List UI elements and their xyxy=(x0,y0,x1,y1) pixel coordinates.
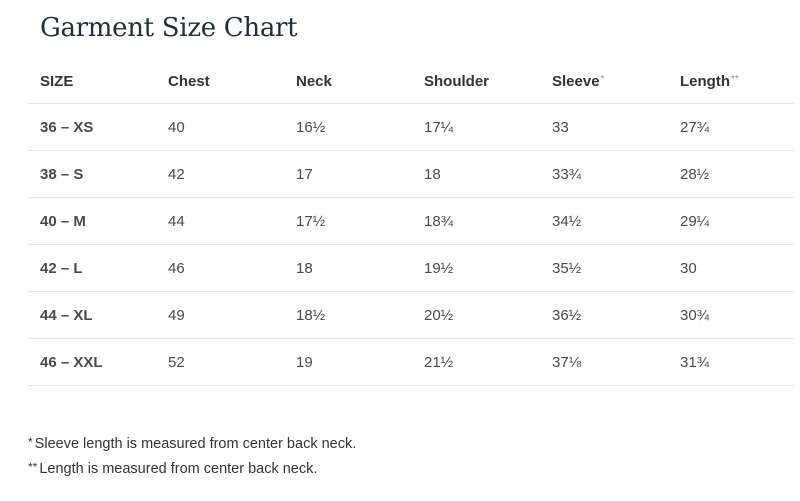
chest-cell: 40 xyxy=(156,103,284,151)
footnote-text: Sleeve length is measured from center ba… xyxy=(34,436,357,452)
footnote-length: ** Length is measured from center back ne… xyxy=(28,456,356,481)
length-cell: 31¾ xyxy=(668,338,794,386)
shoulder-cell: 18 xyxy=(412,150,540,198)
size-cell: 36 – XS xyxy=(28,103,156,151)
size-cell: 40 – M xyxy=(28,197,156,245)
chest-cell: 42 xyxy=(156,150,284,198)
table-header-row: SIZE Chest Neck Shoulder Sleeve* Length*… xyxy=(28,60,794,104)
size-cell: 38 – S xyxy=(28,150,156,198)
column-header-sleeve: Sleeve* xyxy=(540,60,668,104)
neck-cell: 18 xyxy=(284,244,412,292)
column-header-neck: Neck xyxy=(284,60,412,104)
column-header-length: Length** xyxy=(668,60,794,104)
size-cell: 46 – XXL xyxy=(28,338,156,386)
sleeve-cell: 37⅛ xyxy=(540,338,668,386)
size-chart-table: SIZE Chest Neck Shoulder Sleeve* Length*… xyxy=(28,60,794,386)
column-header-size: SIZE xyxy=(28,60,156,104)
footnote-sleeve: * Sleeve length is measured from center b… xyxy=(28,431,356,456)
sleeve-cell: 33¾ xyxy=(540,150,668,198)
length-cell: 28½ xyxy=(668,150,794,198)
shoulder-cell: 18¾ xyxy=(412,197,540,245)
shoulder-cell: 19½ xyxy=(412,244,540,292)
shoulder-cell: 20½ xyxy=(412,291,540,339)
neck-cell: 17 xyxy=(284,150,412,198)
table-row: 44 – XL 49 18½ 20½ 36½ 30¾ xyxy=(28,291,794,339)
table-row: 40 – M 44 17½ 18¾ 34½ 29¼ xyxy=(28,197,794,245)
chest-cell: 46 xyxy=(156,244,284,292)
neck-cell: 16½ xyxy=(284,103,412,151)
sleeve-cell: 34½ xyxy=(540,197,668,245)
shoulder-cell: 21½ xyxy=(412,338,540,386)
chest-cell: 49 xyxy=(156,291,284,339)
column-header-chest: Chest xyxy=(156,60,284,104)
length-cell: 29¼ xyxy=(668,197,794,245)
footnotes: * Sleeve length is measured from center b… xyxy=(28,431,356,481)
size-cell: 42 – L xyxy=(28,244,156,292)
footnote-text: Length is measured from center back neck… xyxy=(39,461,318,477)
sleeve-cell: 36½ xyxy=(540,291,668,339)
shoulder-cell: 17¼ xyxy=(412,103,540,151)
page-title: Garment Size Chart xyxy=(40,13,298,43)
length-cell: 30 xyxy=(668,244,794,292)
chest-cell: 52 xyxy=(156,338,284,386)
length-cell: 27¾ xyxy=(668,103,794,151)
length-footnote-marker: ** xyxy=(731,74,739,85)
table-row: 38 – S 42 17 18 33¾ 28½ xyxy=(28,150,794,198)
sleeve-cell: 35½ xyxy=(540,244,668,292)
footnote-marker: ** xyxy=(28,460,38,474)
table-row: 46 – XXL 52 19 21½ 37⅛ 31¾ xyxy=(28,338,794,386)
length-cell: 30¾ xyxy=(668,291,794,339)
neck-cell: 18½ xyxy=(284,291,412,339)
table-row: 42 – L 46 18 19½ 35½ 30 xyxy=(28,244,794,292)
column-header-shoulder: Shoulder xyxy=(412,60,540,104)
sleeve-cell: 33 xyxy=(540,103,668,151)
sleeve-footnote-marker: * xyxy=(600,74,605,85)
size-cell: 44 – XL xyxy=(28,291,156,339)
footnote-marker: * xyxy=(28,435,33,449)
chest-cell: 44 xyxy=(156,197,284,245)
table-row: 36 – XS 40 16½ 17¼ 33 27¾ xyxy=(28,103,794,151)
neck-cell: 19 xyxy=(284,338,412,386)
neck-cell: 17½ xyxy=(284,197,412,245)
